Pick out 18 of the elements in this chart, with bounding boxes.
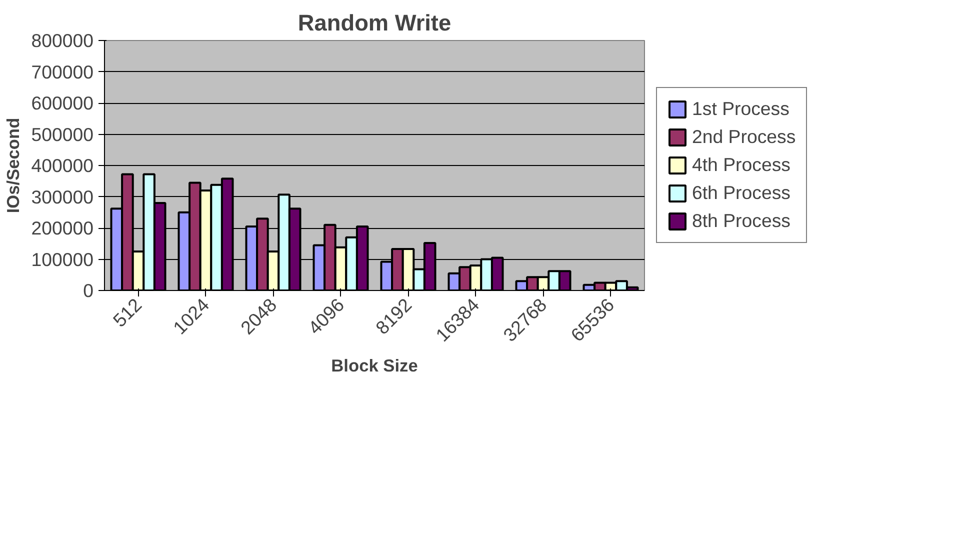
y-tick-label: 800000	[31, 30, 94, 51]
y-tick-label: 400000	[31, 155, 94, 176]
legend-label: 6th Process	[692, 182, 791, 204]
y-tick-label: 700000	[31, 61, 94, 82]
legend-label: 2nd Process	[692, 126, 796, 148]
legend-label: 1st Process	[692, 98, 790, 120]
chart-title: Random Write	[298, 10, 452, 36]
y-tick-label: 600000	[31, 92, 94, 114]
x-tick-label: 512	[108, 294, 146, 331]
y-tick-label: 200000	[31, 218, 94, 238]
y-tick-label: 0	[83, 280, 94, 301]
y-tick-label: 500000	[31, 124, 94, 145]
x-axis-title: Block Size	[331, 355, 418, 376]
y-axis-title: IOs/Second	[3, 118, 24, 214]
y-tick-label: 300000	[31, 186, 94, 208]
y-tick-label: 100000	[31, 248, 94, 270]
legend-label: 8th Process	[692, 210, 791, 232]
legend-label: 4th Process	[692, 154, 791, 176]
